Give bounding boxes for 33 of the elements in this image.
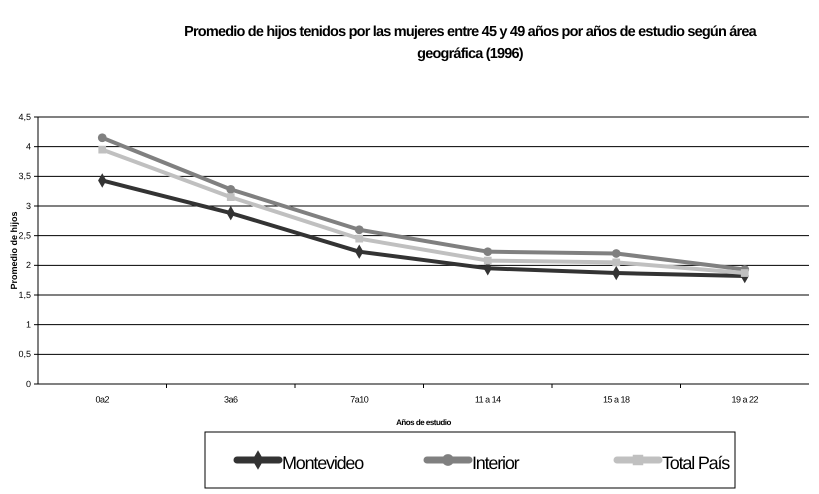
x-tick-label: 7a10: [350, 394, 369, 404]
point: [612, 249, 621, 258]
y-tick-label: 3: [26, 200, 31, 211]
x-tick-label: 15 a 18: [602, 394, 630, 404]
point: [483, 247, 492, 256]
y-tick-label: 4,5: [18, 112, 31, 122]
y-tick-label: 3,5: [18, 171, 31, 182]
y-tick-label: 1,5: [18, 290, 31, 300]
point: [612, 258, 620, 266]
y-axis-title: Promedio de hijos: [9, 211, 19, 290]
point: [740, 269, 749, 277]
y-tick-label: 2: [26, 260, 31, 270]
y-tick-label: 2,5: [18, 230, 31, 241]
x-axis-title: Años de estudio: [396, 418, 452, 427]
point: [226, 193, 235, 201]
point: [226, 185, 236, 194]
y-tick-label: 4: [26, 142, 31, 152]
x-tick-label: 0a2: [95, 394, 110, 404]
legend-label: Interior: [472, 453, 520, 473]
point: [98, 146, 106, 154]
point: [484, 256, 492, 264]
legend-label: Total País: [662, 453, 730, 473]
chart-title: Promedio de hijos tenidos por las mujeres entre 45 y 49 años por años de estudio según área geográfica (1996): [184, 24, 758, 62]
y-tick-label: 0,5: [18, 349, 31, 360]
y-tick-label: 0: [26, 378, 31, 389]
point: [355, 234, 364, 243]
point: [98, 133, 107, 142]
x-tick-label: 3a6: [224, 394, 238, 404]
legend-label: Montevideo: [282, 453, 364, 473]
x-tick-label: 19 a 22: [731, 394, 759, 404]
y-tick-label: 1: [26, 320, 31, 330]
point: [354, 225, 364, 234]
x-tick-label: 11 a 14: [474, 394, 502, 404]
